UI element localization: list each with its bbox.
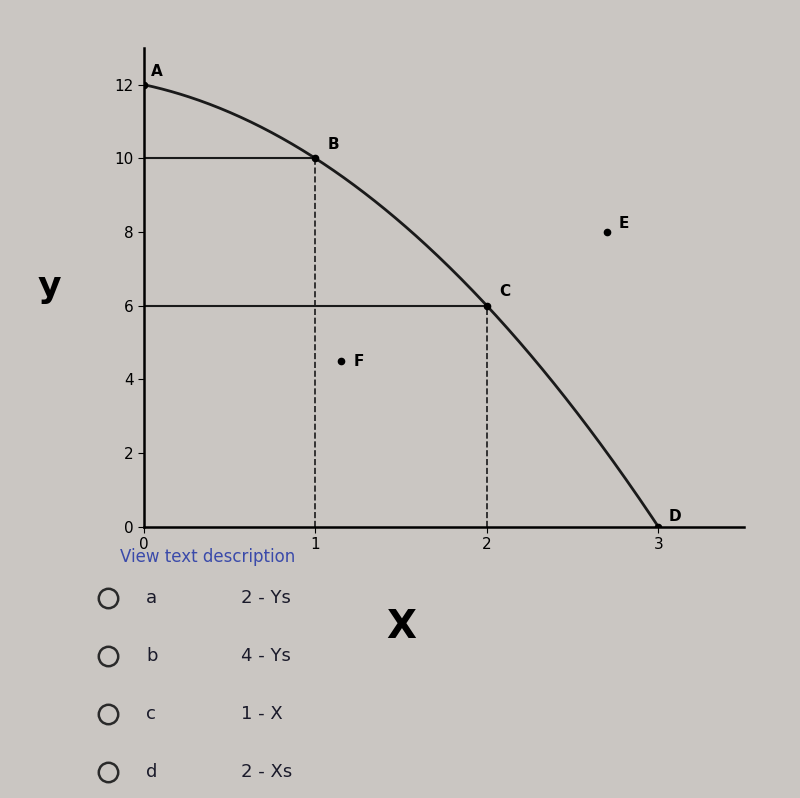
- Text: E: E: [619, 216, 630, 231]
- Text: 1 - X: 1 - X: [241, 705, 282, 723]
- Text: View text description: View text description: [120, 547, 295, 566]
- Text: b: b: [146, 647, 158, 665]
- Text: C: C: [499, 285, 510, 299]
- Text: B: B: [327, 137, 339, 152]
- Text: a: a: [146, 589, 157, 606]
- Text: F: F: [353, 354, 363, 369]
- Text: 4 - Ys: 4 - Ys: [241, 647, 290, 665]
- Text: A: A: [151, 64, 162, 78]
- Text: 2 - Xs: 2 - Xs: [241, 763, 292, 780]
- Text: D: D: [669, 509, 681, 524]
- Text: d: d: [146, 763, 158, 780]
- Text: X: X: [386, 608, 416, 646]
- Text: y: y: [38, 271, 62, 304]
- Text: c: c: [146, 705, 156, 723]
- Text: 2 - Ys: 2 - Ys: [241, 589, 290, 606]
